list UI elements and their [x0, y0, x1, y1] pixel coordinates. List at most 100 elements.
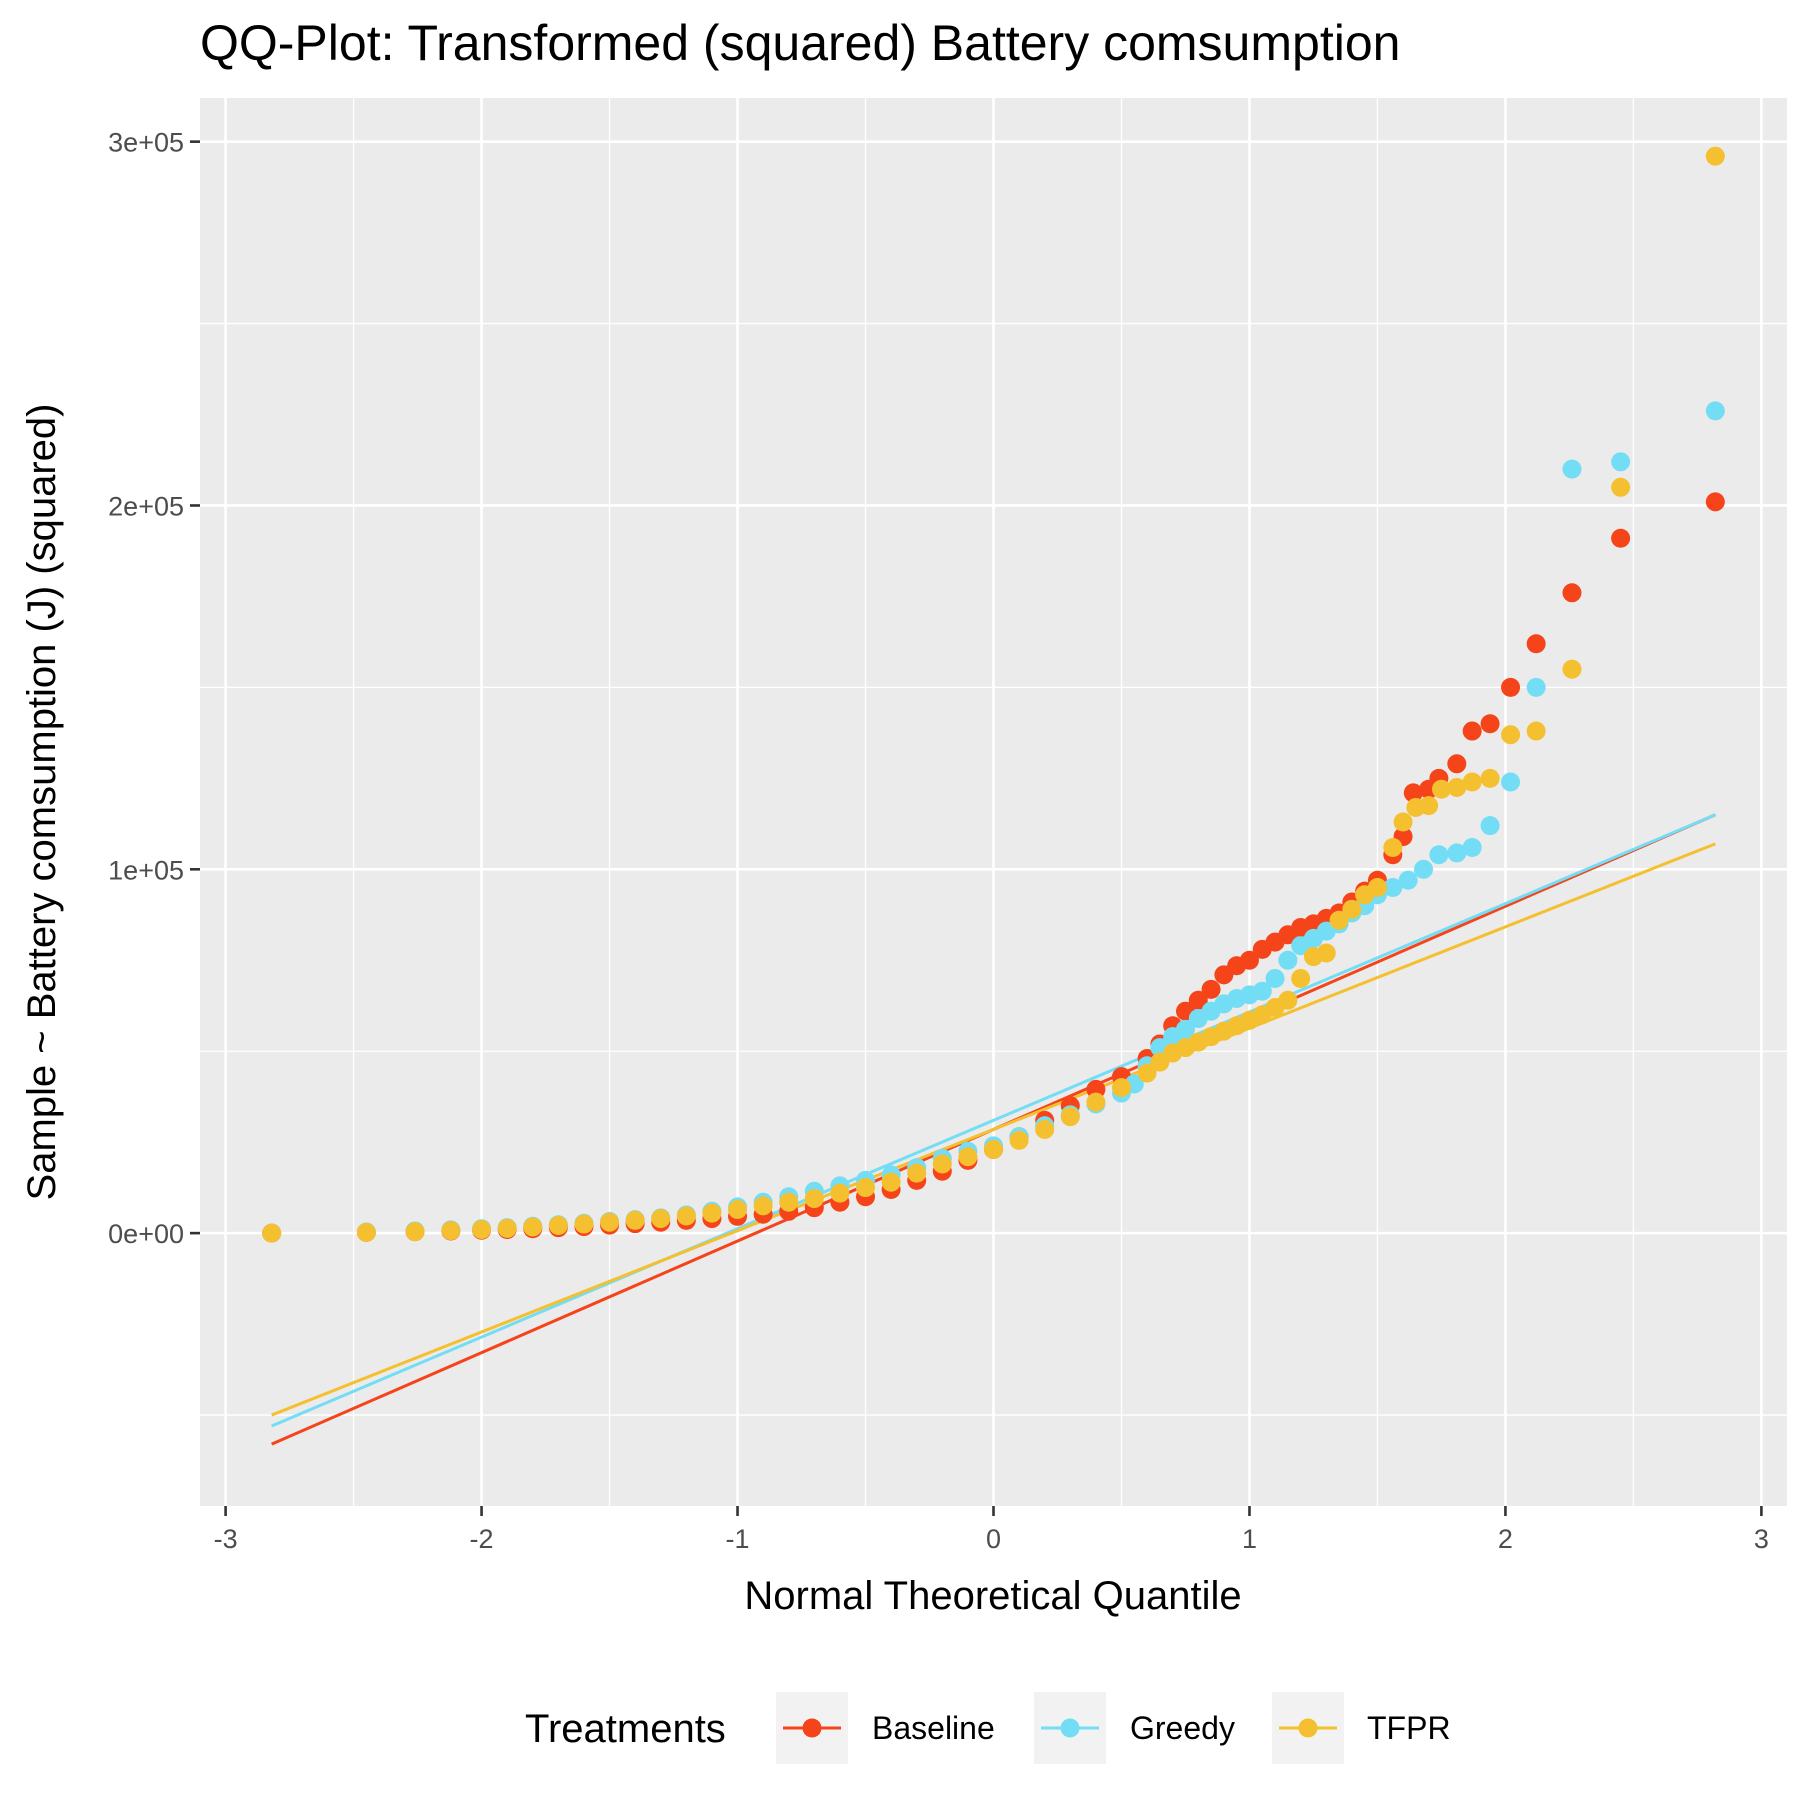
y-axis: 0e+00 1e+05 2e+05 3e+05: [108, 128, 200, 1249]
data-point-tfpr: [472, 1219, 492, 1239]
legend-item-baseline: Baseline: [776, 1692, 995, 1764]
data-point-tfpr: [625, 1210, 645, 1230]
x-tick-label: -2: [470, 1524, 494, 1554]
x-tick-label: -1: [726, 1524, 750, 1554]
data-point-tfpr: [1611, 477, 1631, 497]
reference-line-greedy: [271, 813, 1716, 1428]
data-point-tfpr: [830, 1183, 850, 1203]
data-point-tfpr: [1111, 1078, 1131, 1098]
series-tfpr: [262, 146, 1725, 1243]
legend-key-point: [1298, 1718, 1318, 1738]
data-point-tfpr: [441, 1221, 461, 1241]
data-point-greedy: [1265, 968, 1285, 988]
data-point-greedy: [1175, 1019, 1195, 1039]
legend: Treatments Baseline Greedy TFPR: [525, 1692, 1451, 1764]
x-tick-label: 0: [986, 1524, 1001, 1554]
data-point-baseline: [1239, 950, 1259, 970]
data-point-baseline: [1526, 634, 1546, 654]
chart-title: QQ-Plot: Transformed (squared) Battery c…: [200, 15, 1400, 71]
data-point-greedy: [1429, 845, 1449, 865]
data-point-tfpr: [548, 1215, 568, 1235]
data-point-tfpr: [1291, 968, 1311, 988]
data-point-greedy: [1611, 452, 1631, 472]
y-tick-label: 0e+00: [108, 1219, 184, 1249]
data-point-greedy: [1383, 877, 1403, 897]
data-point-tfpr: [1367, 877, 1387, 897]
data-point-tfpr: [702, 1203, 722, 1223]
data-point-tfpr: [1278, 990, 1298, 1010]
data-point-greedy: [1278, 950, 1298, 970]
data-point-baseline: [1403, 783, 1423, 803]
data-point-tfpr: [405, 1222, 425, 1242]
data-point-baseline: [1462, 721, 1482, 741]
data-point-tfpr: [1526, 721, 1546, 741]
legend-item-greedy: Greedy: [1034, 1692, 1235, 1764]
data-point-tfpr: [932, 1154, 952, 1174]
legend-label: TFPR: [1367, 1710, 1451, 1746]
data-point-greedy: [1398, 870, 1418, 890]
data-point-greedy: [1526, 677, 1546, 697]
legend-item-tfpr: TFPR: [1272, 1692, 1451, 1764]
data-point-tfpr: [1086, 1092, 1106, 1112]
data-point-tfpr: [262, 1223, 282, 1243]
data-point-baseline: [1447, 754, 1467, 774]
data-point-tfpr: [574, 1214, 594, 1234]
data-point-tfpr: [1431, 779, 1451, 799]
data-point-tfpr: [881, 1172, 901, 1192]
data-point-tfpr: [1342, 899, 1362, 919]
legend-label: Greedy: [1130, 1710, 1235, 1746]
data-point-greedy: [1447, 843, 1467, 863]
data-points: [262, 146, 1725, 1243]
data-point-tfpr: [1562, 659, 1582, 679]
y-tick-label: 1e+05: [108, 855, 184, 885]
data-point-greedy: [1462, 837, 1482, 857]
x-tick-label: 3: [1754, 1524, 1769, 1554]
x-axis: -3 -2 -1 0 1 2 3: [214, 1506, 1769, 1554]
data-point-baseline: [1201, 979, 1221, 999]
data-point-baseline: [1188, 990, 1208, 1010]
x-tick-label: 2: [1498, 1524, 1513, 1554]
data-point-greedy: [1501, 772, 1521, 792]
data-point-tfpr: [1009, 1130, 1029, 1150]
data-point-greedy: [1252, 981, 1272, 1001]
data-point-baseline: [1501, 677, 1521, 697]
data-point-tfpr: [1060, 1107, 1080, 1127]
data-point-baseline: [1480, 714, 1500, 734]
data-point-tfpr: [600, 1212, 620, 1232]
data-point-baseline: [1611, 528, 1631, 548]
data-point-greedy: [1480, 816, 1500, 836]
data-point-tfpr: [651, 1209, 671, 1229]
x-tick-label: -3: [214, 1524, 238, 1554]
data-point-tfpr: [1035, 1119, 1055, 1139]
data-point-greedy: [1414, 859, 1434, 879]
data-point-tfpr: [907, 1163, 927, 1183]
data-point-tfpr: [804, 1189, 824, 1209]
x-axis-title: Normal Theoretical Quantile: [744, 1574, 1241, 1618]
data-point-tfpr: [1480, 768, 1500, 788]
data-point-tfpr: [1705, 146, 1725, 166]
y-tick-label: 2e+05: [108, 491, 184, 521]
data-point-tfpr: [1419, 796, 1439, 816]
data-point-tfpr: [676, 1206, 696, 1226]
data-point-tfpr: [356, 1222, 376, 1242]
data-point-tfpr: [779, 1192, 799, 1212]
data-point-tfpr: [856, 1178, 876, 1198]
data-point-tfpr: [523, 1217, 543, 1237]
data-point-baseline: [1705, 492, 1725, 512]
data-point-tfpr: [1316, 943, 1336, 963]
data-point-tfpr: [753, 1196, 773, 1216]
x-tick-label: 1: [1242, 1524, 1257, 1554]
reference-line-tfpr: [271, 842, 1716, 1417]
data-point-greedy: [1562, 459, 1582, 479]
data-point-tfpr: [958, 1147, 978, 1167]
data-point-tfpr: [1501, 725, 1521, 745]
data-point-baseline: [1562, 583, 1582, 603]
legend-title: Treatments: [525, 1707, 726, 1751]
y-axis-title: Sample ~ Battery comsumption (J) (square…: [20, 404, 64, 1201]
data-point-tfpr: [497, 1218, 517, 1238]
data-point-tfpr: [1137, 1063, 1157, 1083]
data-point-greedy: [1705, 401, 1725, 421]
data-point-tfpr: [1383, 837, 1403, 857]
data-point-tfpr: [1447, 777, 1467, 797]
